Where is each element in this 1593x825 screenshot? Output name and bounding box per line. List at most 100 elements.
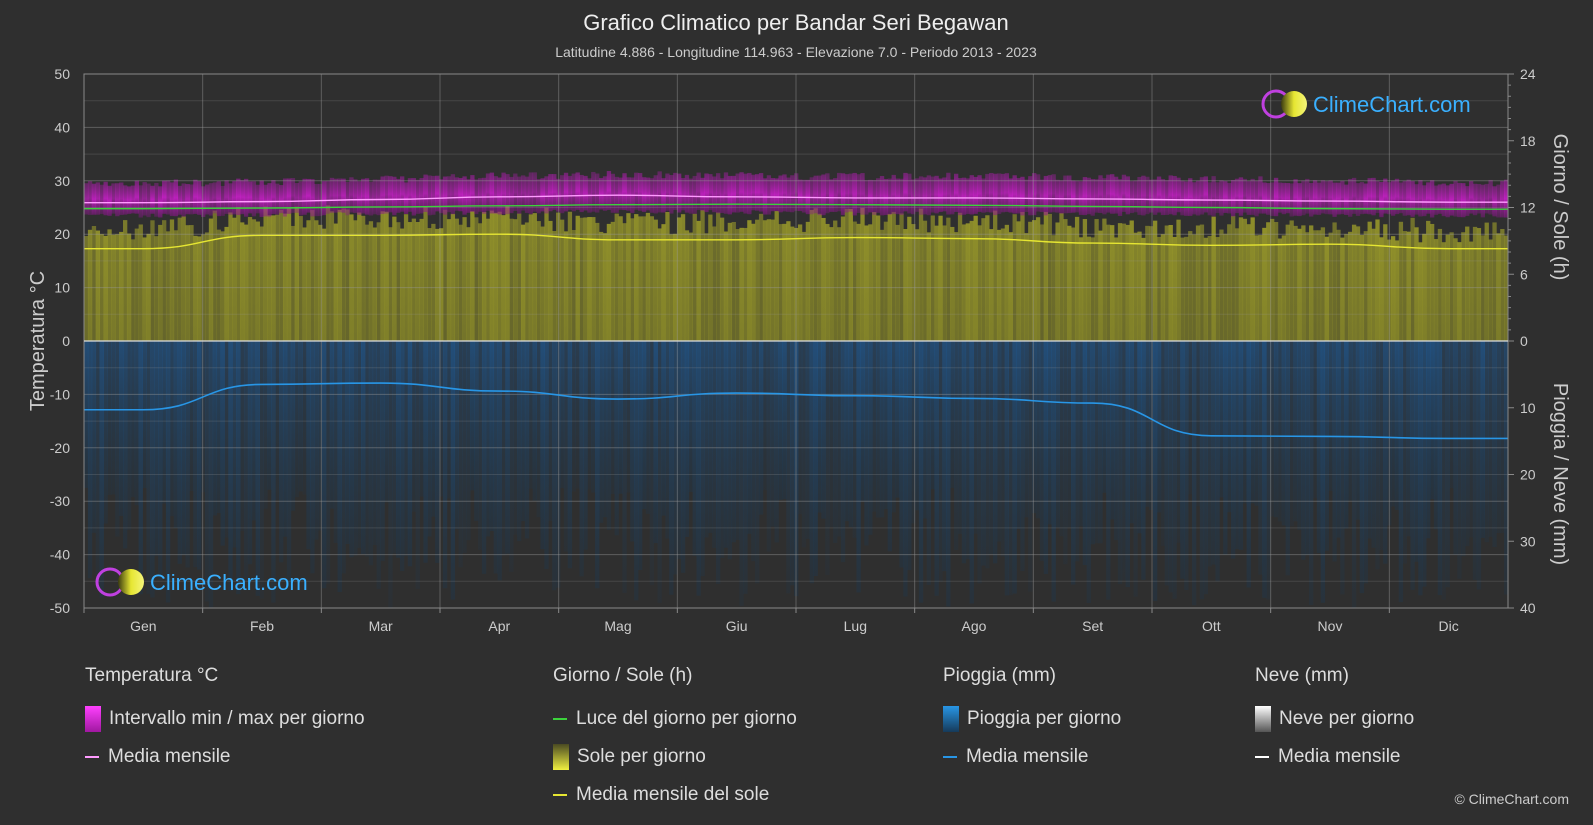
temp-range-day-bar xyxy=(150,185,155,214)
sun-day-bar xyxy=(298,216,303,341)
sun-day-bar xyxy=(1141,237,1146,341)
temp-range-day-bar xyxy=(247,181,253,214)
temp-range-day-bar xyxy=(220,185,225,216)
sun-day-bar xyxy=(1340,237,1345,341)
rain-day-bar xyxy=(1476,341,1482,590)
legend-temperature-heading: Temperatura °C xyxy=(85,665,219,686)
sun-day-bar xyxy=(1129,220,1134,341)
rain-day-bar xyxy=(559,341,565,489)
temp-range-day-bar xyxy=(1164,180,1169,215)
temp-range-day-bar xyxy=(548,174,553,212)
rain-day-bar xyxy=(1297,341,1302,530)
temp-range-day-bar xyxy=(407,178,413,212)
rain-day-bar xyxy=(310,341,315,574)
rain-day-bar xyxy=(1383,341,1388,564)
sun-day-bar xyxy=(1094,219,1099,341)
rain-day-bar xyxy=(302,341,307,495)
sun-day-bar xyxy=(517,213,522,341)
sun-day-bar xyxy=(634,214,639,341)
temp-range-day-bar xyxy=(1453,180,1458,217)
sun-day-bar xyxy=(1496,233,1501,341)
sun-day-bar xyxy=(247,217,253,341)
rain-day-bar xyxy=(115,341,120,537)
sun-day-bar xyxy=(1371,228,1376,341)
temp-range-day-bar xyxy=(774,178,779,212)
temp-range-day-bar xyxy=(286,178,292,214)
month-label: Gen xyxy=(130,618,156,634)
sun-day-bar xyxy=(1102,218,1107,341)
sun-day-bar xyxy=(1184,236,1189,341)
rain-day-bar xyxy=(126,341,132,530)
sun-day-bar xyxy=(614,213,619,341)
rain-day-bar xyxy=(1266,341,1271,600)
rain-day-bar xyxy=(575,341,580,489)
temp-range-day-bar xyxy=(364,178,370,215)
rain-day-bar xyxy=(236,341,241,595)
rain-day-bar xyxy=(247,341,253,565)
rain-day-bar xyxy=(571,341,576,492)
rain-day-bar xyxy=(1484,341,1489,543)
rain-day-bar xyxy=(107,341,112,495)
sun-day-bar xyxy=(649,216,654,341)
sun-day-bar xyxy=(134,228,140,341)
sun-day-bar xyxy=(1297,228,1302,341)
temp-range-day-bar xyxy=(591,171,596,212)
rain-day-bar xyxy=(903,341,908,597)
rain-day-bar xyxy=(364,341,370,557)
rain-day-bar xyxy=(1336,341,1341,538)
sun-day-bar xyxy=(829,227,834,341)
temp-range-day-bar xyxy=(419,177,424,214)
sun-day-bar xyxy=(407,222,413,341)
rain-day-bar xyxy=(411,341,417,512)
sun-day-bar xyxy=(1316,230,1322,341)
temp-range-day-bar xyxy=(1465,186,1470,216)
temp-range-day-bar xyxy=(1437,184,1443,214)
temp-range-day-bar xyxy=(1480,184,1485,218)
sun-day-bar xyxy=(1270,218,1275,341)
rain-day-bar xyxy=(766,341,772,552)
temp-range-day-bar xyxy=(1082,177,1088,216)
rain-day-bar xyxy=(1008,341,1013,596)
rain-day-bar xyxy=(751,341,756,562)
temp-range-day-bar xyxy=(193,179,198,214)
temp-range-day-bar xyxy=(431,175,436,215)
rain-day-bar xyxy=(598,341,604,523)
temp-range-day-bar xyxy=(298,181,303,216)
temp-range-day-bar xyxy=(922,177,928,215)
sun-day-bar xyxy=(1309,225,1314,341)
rain-day-bar xyxy=(360,341,366,555)
rain-day-bar xyxy=(891,341,896,513)
rain-day-bar xyxy=(977,341,982,584)
temp-range-day-bar xyxy=(380,176,385,214)
temp-range-day-bar xyxy=(716,173,721,214)
sun-day-bar xyxy=(1465,226,1470,341)
sun-day-bar xyxy=(922,220,928,341)
copyright: © ClimeChart.com xyxy=(1454,791,1569,807)
temp-range-day-bar xyxy=(1234,178,1240,214)
sun-day-bar xyxy=(552,231,557,341)
rain-day-bar xyxy=(489,341,495,531)
temp-range-day-bar xyxy=(645,177,651,211)
sun-day-bar xyxy=(673,233,678,341)
rain-day-bar xyxy=(134,341,140,506)
rain-day-bar xyxy=(380,341,385,561)
month-label: Nov xyxy=(1318,618,1343,634)
sun-day-bar xyxy=(571,230,576,341)
rain-day-bar xyxy=(1379,341,1384,551)
temp-range-day-bar xyxy=(1086,177,1091,215)
temp-range-day-bar xyxy=(1141,175,1146,216)
sun-day-bar xyxy=(87,229,93,341)
sun-day-bar xyxy=(111,234,116,341)
legend-daylight: Luce del giorno per giorno xyxy=(553,700,797,738)
sun-day-bar xyxy=(696,220,701,341)
rain-day-bar xyxy=(415,341,420,589)
sun-day-bar xyxy=(1059,213,1064,341)
sun-day-bar xyxy=(1457,242,1462,341)
rain-day-bar xyxy=(1429,341,1435,500)
rain-day-bar xyxy=(926,341,931,585)
rain-day-bar xyxy=(524,341,530,539)
sun-day-bar xyxy=(1035,217,1041,341)
legend-temp-range: Intervallo min / max per giorno xyxy=(85,700,365,738)
month-label: Giu xyxy=(726,618,748,634)
rain-day-bar xyxy=(185,341,190,568)
